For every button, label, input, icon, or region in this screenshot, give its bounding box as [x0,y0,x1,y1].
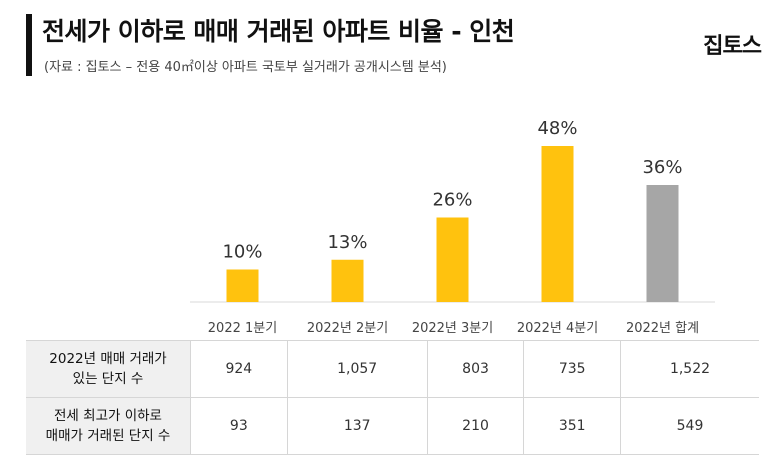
table-row: 2022년 매매 거래가 있는 단지 수 924 1,057 803 735 1… [26,340,759,398]
bar [541,146,574,302]
row-header-line: 매매가 거래된 단지 수 [45,428,171,444]
data-table: 2022년 매매 거래가 있는 단지 수 924 1,057 803 735 1… [26,340,759,455]
row-header: 전세 최고가 이하로 매매가 거래된 단지 수 [26,397,191,455]
row-header-line: 있는 단지 수 [72,371,144,387]
x-tick-label: 2022년 2분기 [307,321,388,336]
bar [646,185,679,302]
x-tick-label: 2022 1분기 [208,321,277,336]
row-header-line: 전세 최고가 이하로 [54,408,162,424]
table-cell: 93 [190,397,288,455]
bar-chart: 10% 2022 1분기 13% 2022년 2분기 26% 2022년 3분기 48% 20… [190,118,715,336]
data-label: 26% [432,190,472,211]
table-row: 전세 최고가 이하로 매매가 거래된 단지 수 93 137 210 351 5… [26,397,759,455]
table-cell: 549 [620,397,759,455]
table-cell: 803 [426,340,524,398]
table-cell: 351 [523,397,621,455]
x-tick-label: 2022년 4분기 [517,321,598,336]
table-cell: 137 [286,397,428,455]
data-label: 10% [222,242,262,263]
title-accent-bar [26,14,32,76]
row-header-line: 2022년 매매 거래가 [49,351,167,367]
bar [226,269,259,302]
row-header: 2022년 매매 거래가 있는 단지 수 [26,340,191,398]
bar [436,217,469,302]
brand-logo: 집토스 [703,34,762,59]
table-cell: 735 [523,340,621,398]
table-cell: 210 [426,397,524,455]
x-tick-label: 2022년 3분기 [412,321,493,336]
data-label: 48% [537,118,577,139]
table-cell: 1,522 [620,340,759,398]
bar [331,259,364,302]
data-label: 36% [642,157,682,178]
x-tick-label: 2022년 합계 [626,321,699,336]
table-cell: 1,057 [286,340,428,398]
table-cell: 924 [190,340,288,398]
data-label: 13% [327,232,367,253]
page-title: 전세가 이하로 매매 거래된 아파트 비율 - 인천 [42,17,515,46]
source-note: (자료 : 집토스 – 전용 40㎡이상 아파트 국토부 실거래가 공개시스템 … [44,60,447,75]
